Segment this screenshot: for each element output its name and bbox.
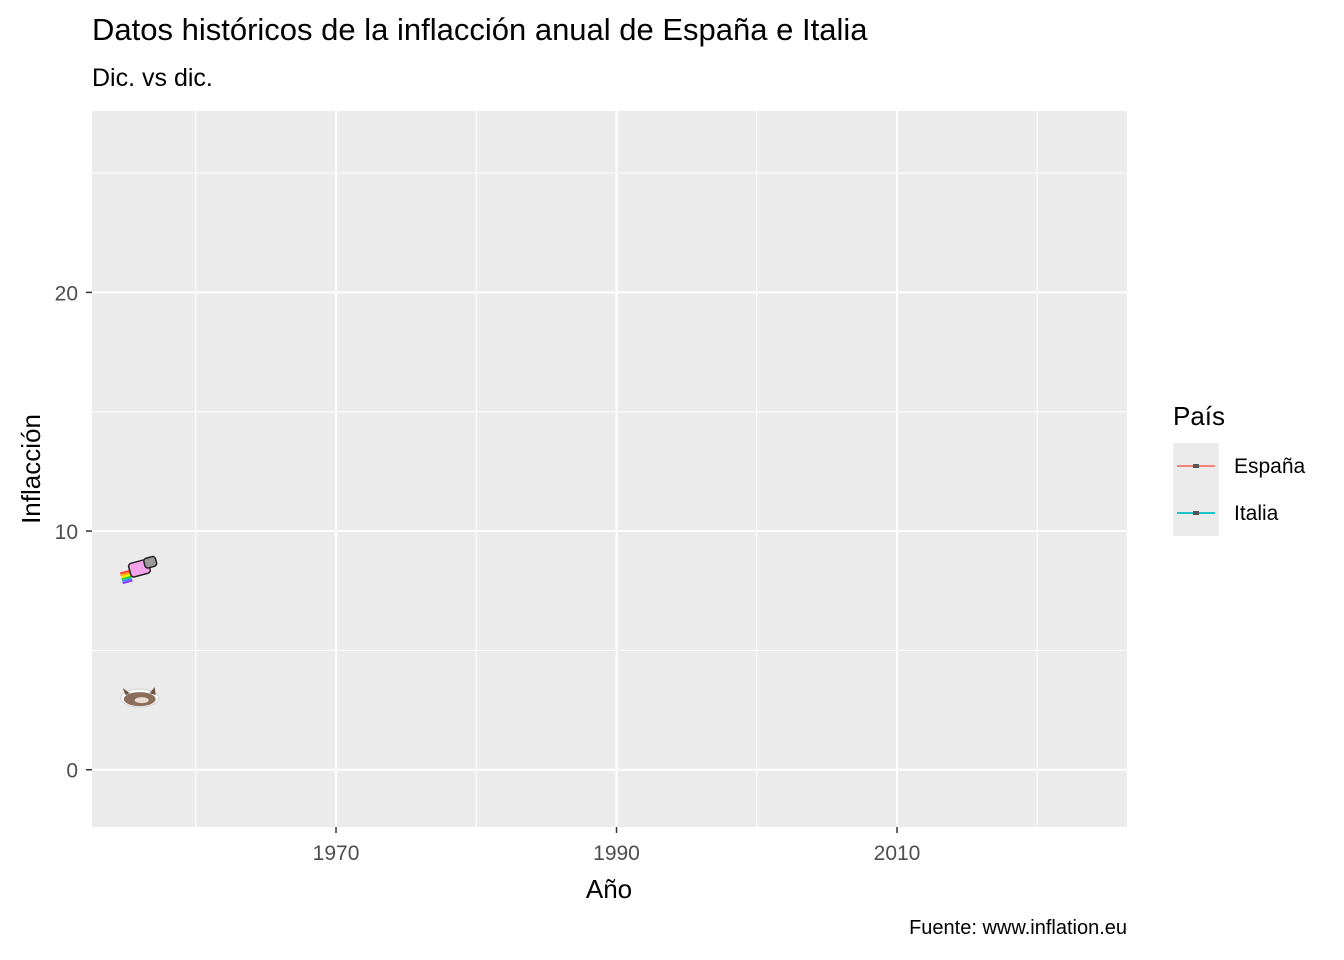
cat-head — [143, 555, 158, 569]
series-marks — [119, 555, 160, 708]
x-tick-label: 2010 — [874, 842, 921, 865]
chart-subtitle: Dic. vs dic. — [92, 64, 213, 92]
legend-label-espana: España — [1234, 455, 1306, 478]
legend-key-italia — [1177, 511, 1215, 515]
cat-ears — [122, 687, 156, 696]
legend-marker — [1193, 464, 1199, 468]
y-tick-label: 10 — [55, 521, 78, 544]
rainbow-cat-marker — [119, 555, 158, 585]
grid-minor — [92, 111, 1127, 827]
x-tick-label: 1990 — [593, 842, 640, 865]
legend-keys — [1177, 464, 1215, 515]
rainbow-stripe — [121, 577, 133, 583]
x-axis-label: Año — [586, 874, 632, 904]
y-tick-label: 0 — [66, 760, 78, 783]
rainbow-stripe — [122, 579, 133, 585]
x-tick-label: 1970 — [313, 842, 360, 865]
rainbow-stripe — [119, 569, 131, 575]
legend-key-espana — [1177, 464, 1215, 468]
rainbow-stripe — [121, 575, 132, 581]
rainbow-stripe — [120, 573, 132, 579]
y-tick-label: 20 — [55, 282, 78, 305]
plot-panel — [92, 111, 1127, 827]
cat-marker — [120, 687, 160, 708]
y-axis-label: Inflacción — [16, 414, 46, 524]
tick-labels: 1970 1990 2010 0 10 20 — [55, 282, 921, 865]
legend-label-italia: Italia — [1234, 502, 1279, 525]
grid-major — [92, 111, 1127, 827]
legend-marker — [1193, 511, 1199, 515]
axis-ticks — [86, 291, 898, 833]
chart-title: Datos históricos de la inflacción anual … — [92, 12, 868, 47]
legend-title: País — [1173, 401, 1226, 431]
cat-muzzle — [134, 697, 149, 704]
legend-key-panel — [1173, 443, 1219, 536]
rainbow-stripe — [120, 571, 131, 577]
chart-caption: Fuente: www.inflation.eu — [909, 917, 1127, 939]
